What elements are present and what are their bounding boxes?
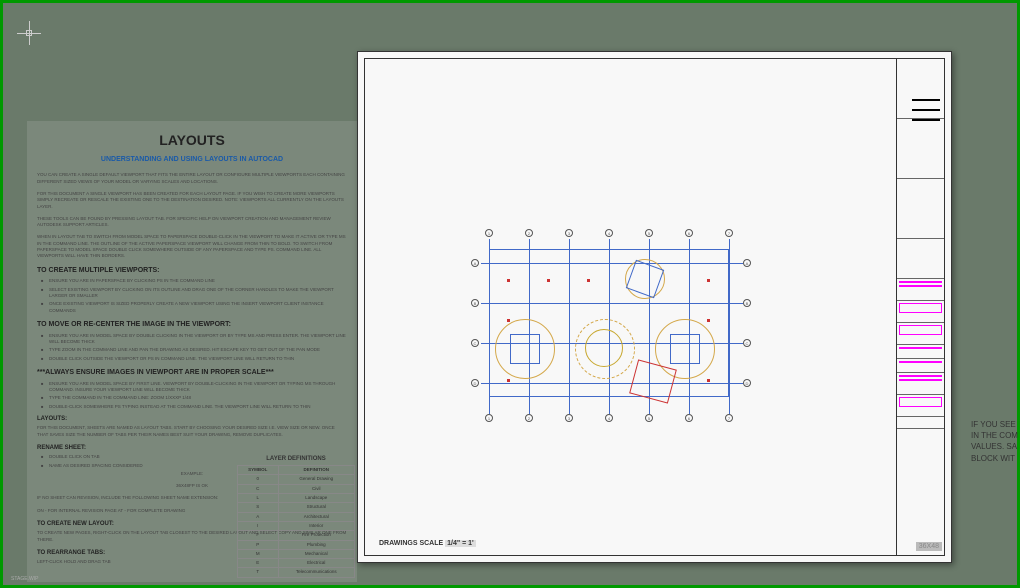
table-row: IInterior — [238, 521, 355, 530]
grid-bubble: C — [471, 339, 479, 347]
title-block: 36X48 — [896, 59, 944, 555]
equipment-shape — [510, 334, 540, 364]
table-row: CCivil — [238, 484, 355, 493]
heading-move-viewport: TO MOVE OR RE-CENTER THE IMAGE IN THE VI… — [37, 320, 347, 330]
grid-bubble: A — [471, 259, 479, 267]
scale-label: DRAWINGS SCALE — [379, 540, 443, 547]
heading-rename-sheet: RENAME SHEET: — [37, 444, 347, 452]
list-item: TYPE ZOOM IN THE COMMAND LINE AND PAN TH… — [41, 347, 347, 353]
layouts-info-panel: LAYOUTS UNDERSTANDING AND USING LAYOUTS … — [27, 121, 357, 582]
heading-layouts: LAYOUTS: — [37, 415, 347, 423]
list-item: ENSURE YOU ARE IN PAPERSPACE BY CLICKING… — [41, 278, 347, 284]
list-item: TYPE THE COMMAND IN THE COMMAND LINE: ZO… — [41, 395, 347, 401]
para: YOU CAN CREATE A SINGLE DEFAULT VIEWPORT… — [37, 172, 347, 185]
grid-bubble: 4 — [605, 414, 613, 422]
heading-ensure-scale: ***ALWAYS ENSURE IMAGES IN VIEWPORT ARE … — [37, 368, 347, 378]
para: WHEN IN LAYOUT TAB TO SWITCH FROM MODEL … — [37, 234, 347, 259]
grid-bubble: C — [743, 339, 751, 347]
equipment-shape — [585, 329, 623, 367]
table-row: 0General Drawing — [238, 475, 355, 484]
list-multiple: ENSURE YOU ARE IN PAPERSPACE BY CLICKING… — [41, 278, 347, 313]
grid-bubble: 1 — [485, 414, 493, 422]
warn-line: IF YOU SEE — [971, 419, 1018, 430]
ucs-crosshair — [17, 21, 41, 45]
list-move: ENSURE YOU ARE IN MODEL SPACE BY DOUBLE … — [41, 333, 347, 362]
viewport[interactable]: 1 2 3 4 5 6 7 1 2 3 4 5 6 7 A B C D — [375, 69, 886, 525]
warn-line: VALUES. SA — [971, 441, 1018, 452]
list-ensure: ENSURE YOU ARE IN MODEL SPACE BY FIRST L… — [41, 381, 347, 410]
grid-bubble: 5 — [645, 229, 653, 237]
marker-dot — [707, 279, 710, 282]
grid-bubble: 6 — [685, 414, 693, 422]
list-item: ENSURE YOU ARE IN MODEL SPACE BY FIRST L… — [41, 381, 347, 394]
table-row: FFire Protection — [238, 531, 355, 540]
table-row: TTelecommunications — [238, 568, 355, 577]
warn-line: BLOCK WIT — [971, 453, 1018, 464]
list-item: DOUBLE-CLICK SOMEWHERE PS TYPING INSTEAD… — [41, 404, 347, 410]
marker-dot — [507, 379, 510, 382]
grid-bubble: D — [743, 379, 751, 387]
list-item: ENSURE YOU ARE IN MODEL SPACE BY DOUBLE … — [41, 333, 347, 346]
marker-dot — [547, 279, 550, 282]
sheet-border: 36X48 1 2 3 4 5 6 7 1 2 3 4 5 6 7 A — [364, 58, 945, 556]
table-row: AArchitectural — [238, 512, 355, 521]
floorplan-drawing: 1 2 3 4 5 6 7 1 2 3 4 5 6 7 A B C D — [475, 229, 775, 429]
table-row: LLandscape — [238, 494, 355, 503]
equipment-shape — [670, 334, 700, 364]
list-item: ONCE EXISTING VIEWPORT IS SIZED PROPERLY… — [41, 301, 347, 314]
table-row: EElectrical — [238, 559, 355, 568]
table-row: MMechanical — [238, 549, 355, 558]
table-caption: LAYER DEFINITIONS — [237, 455, 355, 465]
layer-definitions-table: LAYER DEFINITIONS SYMBOL DEFINITION 0Gen… — [237, 455, 355, 578]
grid-bubble: 1 — [485, 229, 493, 237]
sheet-number: 36X48 — [916, 542, 942, 551]
footer-label: STAGE.WIP — [11, 576, 38, 582]
marker-dot — [707, 319, 710, 322]
heading-multiple-viewports: TO CREATE MULTIPLE VIEWPORTS: — [37, 266, 347, 276]
grid-bubble: A — [743, 259, 751, 267]
grid-bubble: 3 — [565, 229, 573, 237]
grid-bubble: 7 — [725, 229, 733, 237]
grid-bubble: 5 — [645, 414, 653, 422]
grid-bubble: 6 — [685, 229, 693, 237]
grid-bubble: 7 — [725, 414, 733, 422]
scale-value: 1/4" = 1' — [445, 540, 476, 547]
marker-dot — [707, 379, 710, 382]
warning-text-clip: IF YOU SEE IN THE COM VALUES. SA BLOCK W… — [971, 419, 1018, 464]
list-item: DOUBLE CLICK OUTSIDE THE VIEWPORT OR PS … — [41, 356, 347, 362]
table-row: PPlumbing — [238, 540, 355, 549]
marker-dot — [587, 279, 590, 282]
grid-bubble: D — [471, 379, 479, 387]
para: FOR THIS DOCUMENT, SHEETS ARE NAMED AS L… — [37, 425, 347, 438]
gridline — [729, 239, 730, 414]
para: THESE TOOLS CAN BE FOUND BY PRESSING LAY… — [37, 216, 347, 229]
grid-bubble: 4 — [605, 229, 613, 237]
grid-bubble: 2 — [525, 229, 533, 237]
table-row: SStructural — [238, 503, 355, 512]
col-header: SYMBOL — [238, 466, 279, 475]
para: FOR THIS DOCUMENT A SINGLE VIEWPORT HAS … — [37, 191, 347, 210]
marker-dot — [507, 319, 510, 322]
grid-bubble: 3 — [565, 414, 573, 422]
grid-bubble: B — [743, 299, 751, 307]
drawing-sheet[interactable]: 36X48 1 2 3 4 5 6 7 1 2 3 4 5 6 7 A — [357, 51, 952, 563]
col-header: DEFINITION — [278, 466, 354, 475]
warn-line: IN THE COM — [971, 430, 1018, 441]
table-header-row: SYMBOL DEFINITION — [238, 466, 355, 475]
grid-bubble: 2 — [525, 414, 533, 422]
grid-bubble: B — [471, 299, 479, 307]
scale-note: DRAWINGS SCALE 1/4" = 1' — [379, 540, 476, 547]
list-item: SELECT EXISTING VIEWPORT BY CLICKING ON … — [41, 287, 347, 300]
panel-subtitle: UNDERSTANDING AND USING LAYOUTS IN AUTOC… — [37, 155, 347, 165]
panel-title: LAYOUTS — [37, 131, 347, 151]
marker-dot — [507, 279, 510, 282]
